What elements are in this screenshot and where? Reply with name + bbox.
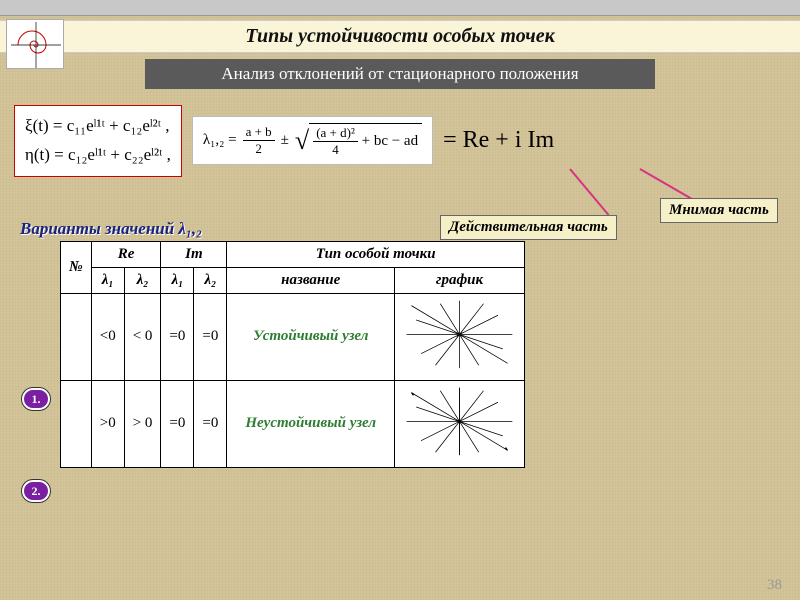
th-im-l1: λ₁ [161,267,194,293]
th-num: № [61,241,92,293]
cell-re1: <0 [91,293,124,380]
eq-frac1-n: a + b [243,124,275,141]
cell-im2: =0 [194,293,227,380]
cell-re1: >0 [91,380,124,467]
th-name: название [227,267,395,293]
page-number: 38 [767,577,782,594]
equation-row: ξ(t) = c₁₁eˡ¹ᵗ + c₁₂eˡ²ᵗ , η(t) = c₁₂eˡ¹… [14,105,800,177]
title-band: Типы устойчивости особых точек [0,20,800,53]
cell-im1: =0 [161,293,194,380]
th-graph: график [395,267,525,293]
label-imag-part: Мнимая часть [660,198,778,223]
cell-graph-unstable [395,380,525,467]
cell-re2: < 0 [124,293,161,380]
eq-sqrt-tail: + bc − ad [362,133,418,149]
th-re: Re [91,241,161,267]
cell-name: Неустойчивый узел [227,380,395,467]
eigenvalue-table: № Re Im Тип особой точки λ₁ λ₂ λ₁ λ₂ наз… [60,241,800,468]
table-row: <0 < 0 =0 =0 Устойчивый узел [61,293,525,380]
table-row: >0 > 0 =0 =0 Неустойчивый узел [61,380,525,467]
equation-box-xi-eta: ξ(t) = c₁₁eˡ¹ᵗ + c₁₂eˡ²ᵗ , η(t) = c₁₂eˡ¹… [14,105,182,177]
cell-name: Устойчивый узел [227,293,395,380]
equation-box-lambda: λ₁,₂ = a + b 2 ± √ (a + d)² 4 + bc − ad [192,116,433,165]
th-re-l2: λ₂ [124,267,161,293]
subtitle: Анализ отклонений от стационарного полож… [145,59,655,89]
eq-result: = Re + i Im [443,127,554,154]
page-title: Типы устойчивости особых точек [0,25,800,48]
eq-sqrt-d: 4 [313,142,358,158]
th-re-l1: λ₁ [91,267,124,293]
th-im-l2: λ₂ [194,267,227,293]
cell-re2: > 0 [124,380,161,467]
row-badge-1: 1. [22,388,50,410]
eq-pm: ± [281,132,289,149]
spiral-icon [6,19,64,69]
eq-eta: η(t) = c₁₂eˡ¹ᵗ + c₂₂eˡ²ᵗ , [25,141,171,170]
cell-im2: =0 [194,380,227,467]
window-top-bar [0,0,800,16]
row-badge-2: 2. [22,480,50,502]
radical-icon: √ [295,126,309,156]
eq-frac1-d: 2 [243,141,275,157]
cell-graph-stable [395,293,525,380]
eq-lambda-lhs: λ₁,₂ = [203,132,237,149]
cell-im1: =0 [161,380,194,467]
eq-xi: ξ(t) = c₁₁eˡ¹ᵗ + c₁₂eˡ²ᵗ , [25,112,171,141]
th-im: Im [161,241,227,267]
th-type: Тип особой точки [227,241,525,267]
eq-sqrt-n: (a + d)² [313,125,358,142]
label-real-part: Действительная часть [440,215,617,240]
